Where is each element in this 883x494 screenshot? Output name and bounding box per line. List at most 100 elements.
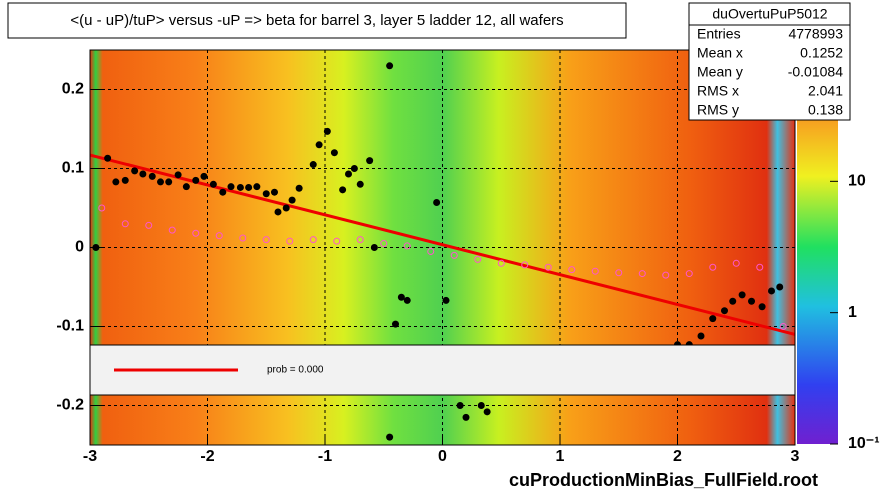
point — [568, 266, 576, 274]
point — [215, 232, 223, 240]
stats-value: 0.1252 — [800, 45, 843, 61]
stats-value: 4778993 — [788, 26, 843, 42]
point — [209, 180, 217, 188]
point — [323, 127, 331, 135]
x-tick-label: 0 — [438, 448, 447, 465]
point — [462, 413, 470, 421]
stats-value: 2.041 — [808, 83, 843, 99]
stats-value: 0.138 — [808, 102, 843, 118]
title-box — [7, 2, 627, 39]
point — [168, 226, 176, 234]
point — [779, 323, 787, 330]
point — [758, 303, 766, 311]
legend-label: prob = 0.000 — [267, 365, 324, 376]
point — [768, 287, 775, 295]
point — [239, 234, 247, 242]
point — [333, 237, 341, 245]
point — [427, 247, 435, 255]
point — [112, 178, 120, 186]
point — [403, 296, 411, 304]
point — [227, 183, 235, 191]
stats-title: duOvertuPuP5012 — [712, 6, 827, 22]
point — [139, 170, 147, 178]
point — [200, 172, 208, 180]
point — [544, 263, 552, 271]
point — [104, 154, 112, 162]
point — [309, 161, 317, 169]
y-tick-label: 0.2 — [62, 81, 84, 98]
point — [192, 176, 200, 184]
stats-key: RMS x — [697, 83, 739, 99]
point — [157, 178, 164, 186]
y-tick-label: -0.2 — [56, 397, 84, 414]
footer: cuProductionMinBias_FullField.root — [509, 470, 818, 490]
x-tick-label: 1 — [556, 448, 565, 465]
plot-frame — [89, 49, 796, 446]
point — [662, 271, 670, 279]
point — [262, 190, 270, 198]
z-tick-label: 10 — [848, 173, 866, 190]
z-tick-label: 10⁻¹ — [848, 435, 880, 452]
point — [274, 208, 282, 216]
point — [356, 236, 364, 244]
point — [356, 180, 364, 188]
point — [131, 167, 139, 175]
point — [165, 178, 173, 186]
point — [403, 242, 411, 250]
point — [236, 183, 244, 191]
point — [397, 293, 405, 301]
z-tick-label: 1 — [848, 304, 857, 321]
point — [474, 255, 482, 263]
point — [456, 402, 464, 409]
point — [262, 236, 270, 244]
point — [219, 188, 227, 196]
point — [386, 62, 394, 70]
point — [685, 270, 693, 278]
point — [709, 315, 717, 323]
y-tick-label: 0 — [75, 239, 84, 256]
point — [591, 267, 599, 275]
point — [182, 183, 190, 191]
point — [748, 297, 756, 305]
point — [370, 244, 378, 251]
point — [245, 183, 253, 191]
point — [270, 188, 278, 196]
point — [386, 433, 394, 441]
point — [477, 402, 485, 409]
point — [309, 236, 317, 244]
point — [148, 172, 156, 180]
stats-box — [688, 2, 851, 121]
point — [483, 408, 491, 416]
point — [330, 149, 338, 157]
stats-key: Mean y — [697, 64, 743, 80]
overlay: -3 -2 -1 0 1 2 3 -0.2 -0.1 0 0.1 0.2 prob = 0.000 10⁻… — [56, 2, 880, 465]
point — [121, 220, 129, 228]
y-tick-label: 0.1 — [62, 160, 84, 177]
point — [721, 307, 728, 315]
point — [392, 320, 399, 328]
y-tick-label: -0.1 — [56, 318, 84, 335]
point — [450, 251, 458, 259]
chart-title: <(u - uP)/tuP> versus -uP => beta for ba… — [70, 12, 563, 29]
point — [697, 332, 705, 340]
stats-key: RMS y — [697, 102, 739, 118]
point — [286, 237, 294, 245]
x-tick-label: -3 — [83, 448, 97, 465]
point — [709, 263, 717, 271]
point — [192, 229, 200, 237]
x-tick-label: -1 — [318, 448, 332, 465]
x-tick-label: 3 — [791, 448, 800, 465]
point — [366, 157, 374, 165]
stats-key: Entries — [697, 26, 741, 42]
point — [521, 261, 529, 269]
point — [253, 183, 261, 191]
x-tick-label: 2 — [673, 448, 682, 465]
point — [497, 259, 505, 267]
x-tick-label: -2 — [200, 448, 214, 465]
point — [145, 221, 153, 229]
point — [288, 196, 296, 204]
point — [98, 204, 106, 212]
point — [738, 291, 746, 299]
stats-key: Mean x — [697, 45, 743, 61]
